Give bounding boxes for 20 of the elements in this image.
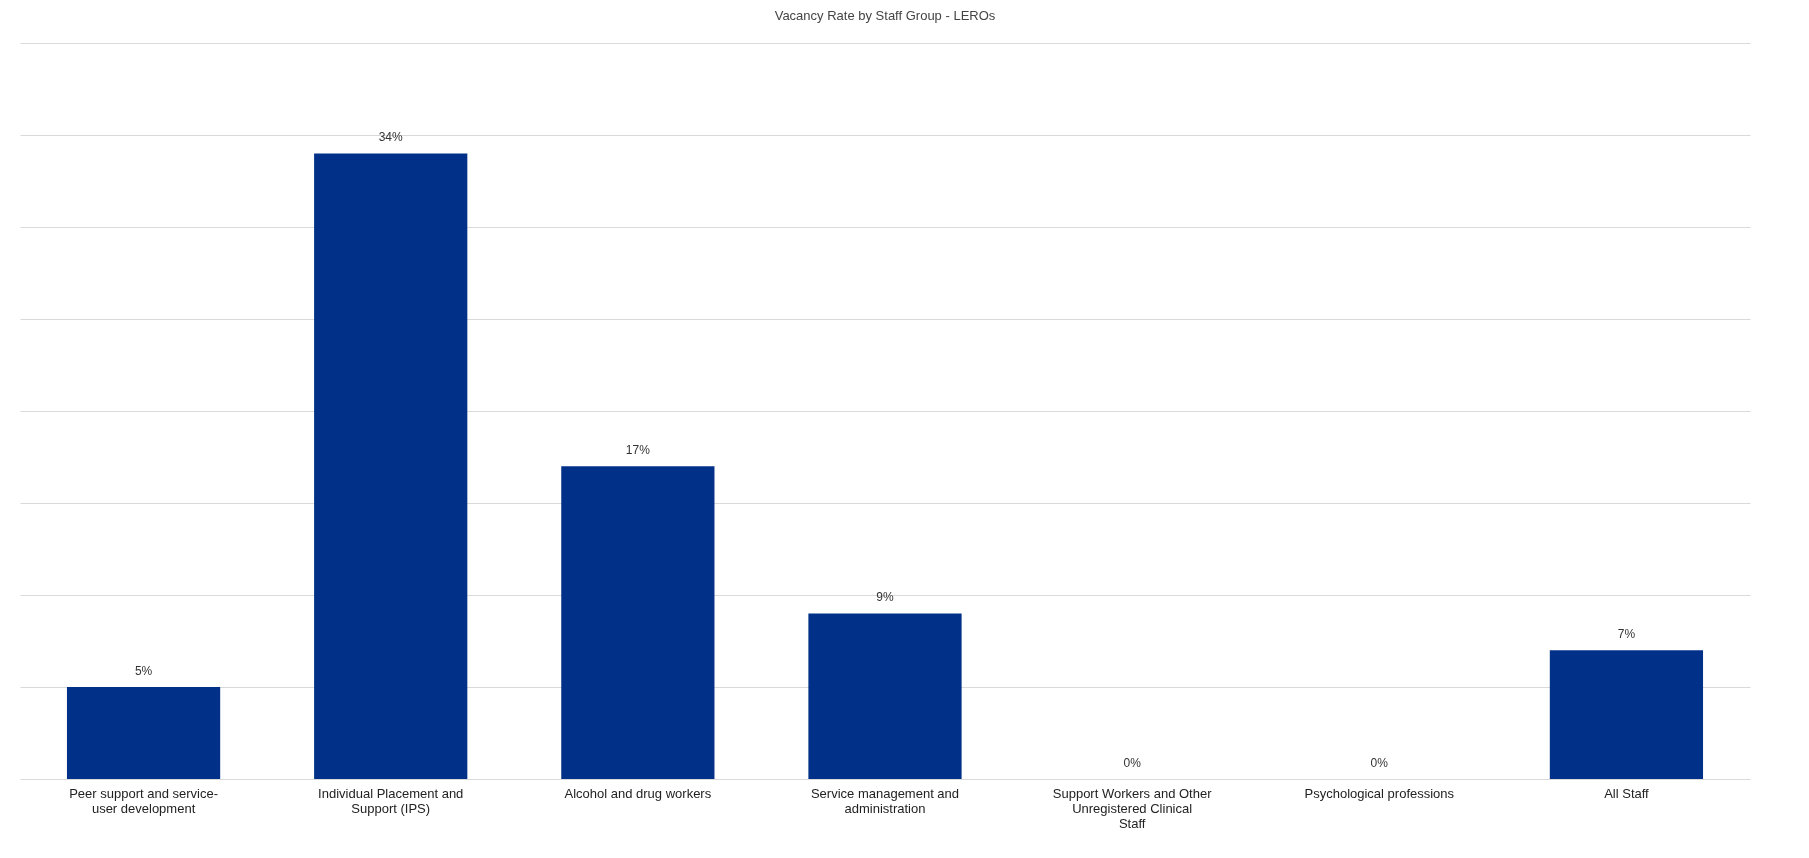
data-label: 0% — [1123, 756, 1142, 770]
x-tick-label: Individual Placement and Support (IPS) — [318, 785, 464, 816]
data-label: 17% — [625, 443, 651, 458]
data-label: 0% — [1370, 756, 1389, 770]
data-label: 9% — [876, 590, 894, 605]
bar — [808, 613, 962, 779]
x-tick-label: Support Workers and Other Unregistered Clinical Staff — [1052, 785, 1213, 831]
bar — [561, 466, 715, 779]
bar — [314, 153, 468, 779]
x-tick-label: Service management and administration — [810, 785, 960, 816]
x-tick-label: Psychological professions — [1304, 785, 1455, 801]
x-tick-label: All Staff — [1604, 785, 1650, 801]
x-tick-label: Peer support and service-user development — [69, 785, 218, 816]
data-label: 7% — [1617, 627, 1636, 642]
bar — [1549, 650, 1704, 779]
bar — [66, 687, 221, 779]
data-label: 5% — [134, 664, 153, 678]
chart-title: Vacancy Rate by Staff Group - LEROs — [774, 8, 996, 23]
x-tick-label: Alcohol and drug workers — [564, 785, 712, 801]
data-label: 34% — [378, 130, 404, 145]
